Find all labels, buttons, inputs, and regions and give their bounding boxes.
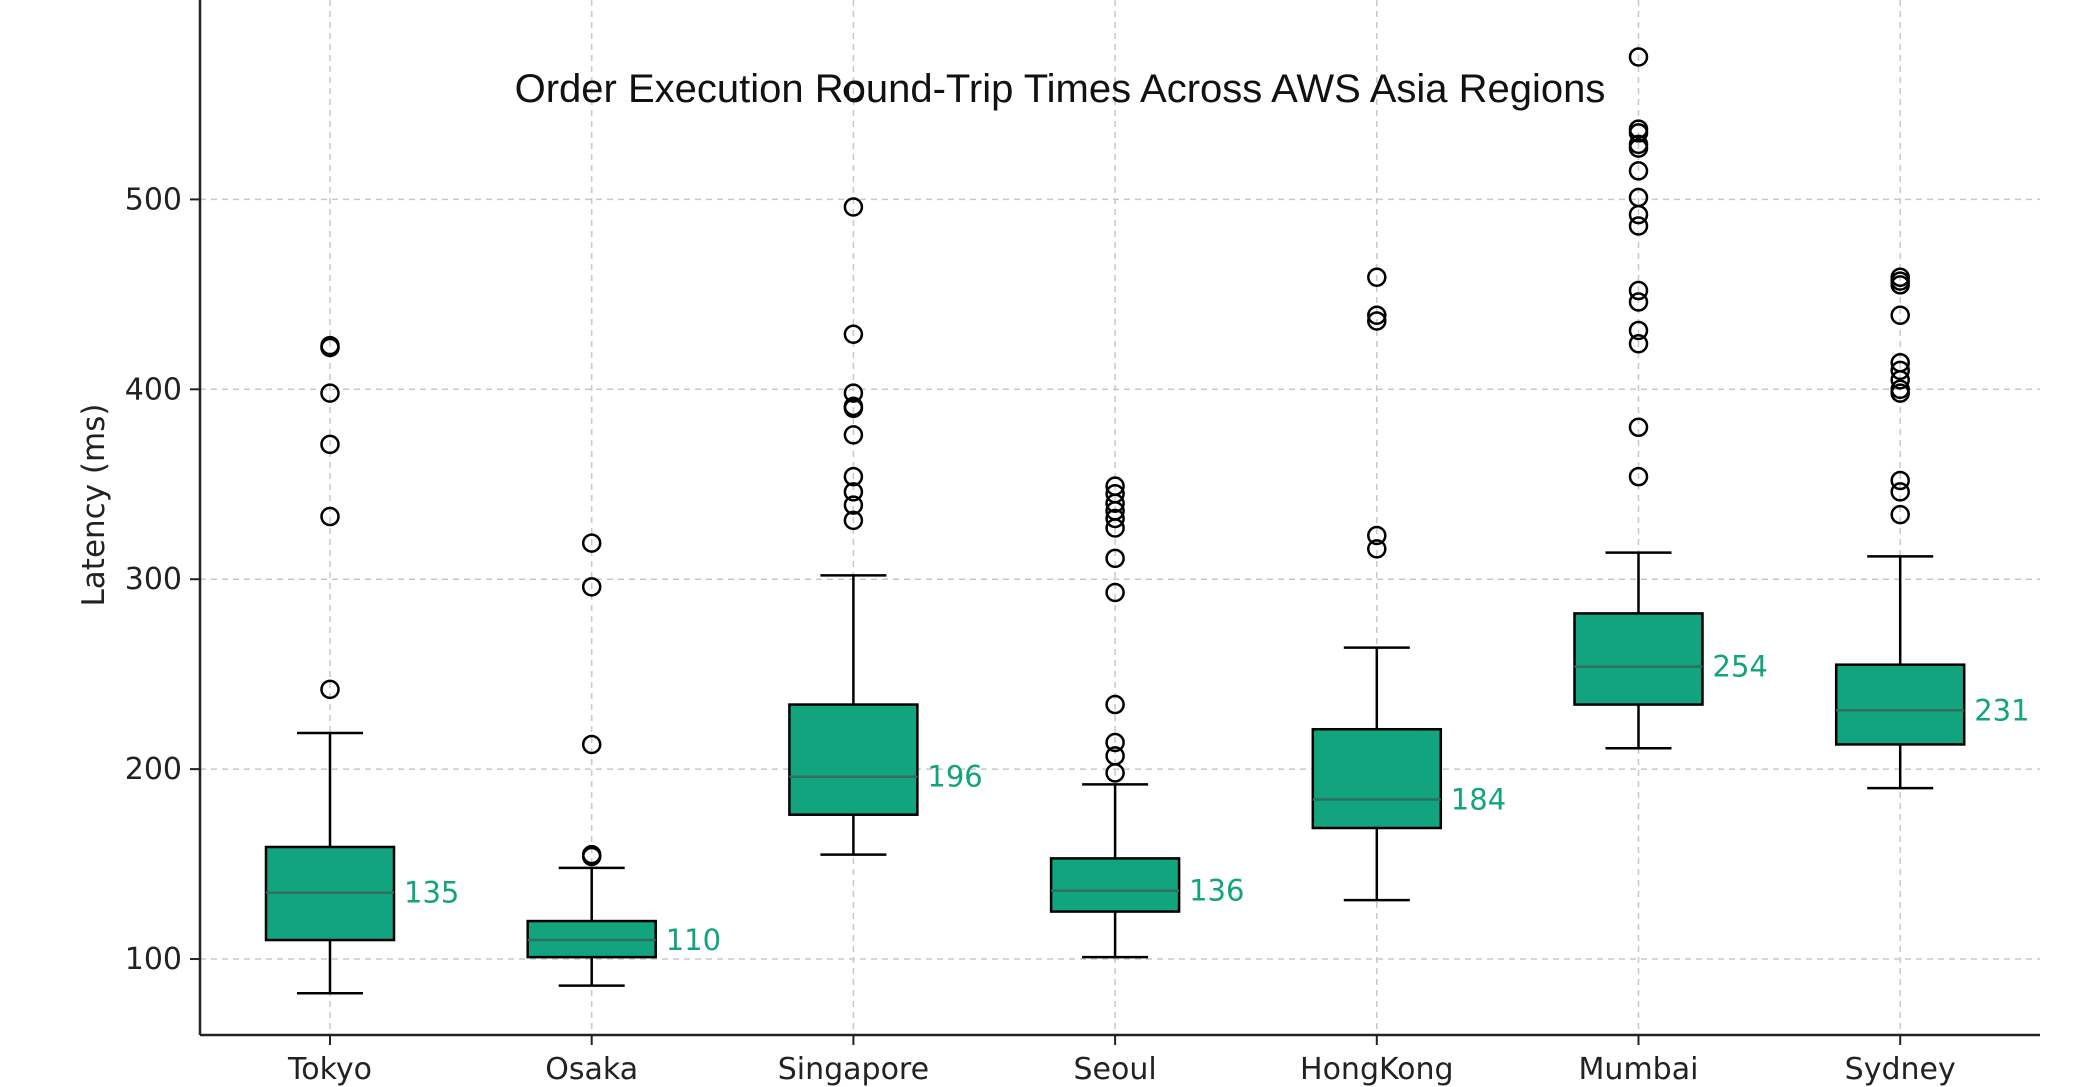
- y-tick-label: 300: [125, 562, 182, 597]
- outlier-point: [843, 425, 864, 445]
- x-tick-label: Singapore: [778, 1052, 929, 1087]
- axis-layer: 100 200 300 400 500 Tokyo Osaka Singapore Seoul H…: [125, 0, 2040, 1087]
- x-tick-label: Tokyo: [287, 1052, 372, 1087]
- outlier-point: [1890, 470, 1910, 491]
- outlier-point: [581, 734, 602, 755]
- outlier-point: [843, 482, 864, 502]
- outlier-point: [1890, 379, 1910, 400]
- box-iqr: [1049, 857, 1181, 913]
- outlier-point: [1367, 525, 1387, 546]
- x-tick-label: HongKong: [1300, 1052, 1454, 1087]
- outlier-point: [1105, 548, 1125, 569]
- box-seoul: 136: [1049, 476, 1244, 959]
- y-tick-label: 400: [125, 372, 182, 407]
- y-tick-label: 200: [125, 752, 182, 787]
- box-iqr: [1573, 612, 1704, 706]
- outlier-point: [1628, 333, 1649, 354]
- box-sydney: 231: [1834, 267, 2030, 790]
- outlier-point: [843, 324, 864, 344]
- outlier-point: [320, 679, 340, 700]
- outlier-point: [581, 533, 602, 553]
- outlier-point: [1890, 360, 1910, 381]
- median-label: 110: [666, 923, 721, 957]
- box-osaka: 110: [526, 533, 721, 987]
- median-label: 136: [1189, 874, 1244, 908]
- outlier-point: [1367, 305, 1387, 325]
- outlier-point: [1628, 320, 1649, 341]
- outlier-point: [1105, 476, 1125, 496]
- outlier-point: [1105, 732, 1125, 753]
- x-tick-label: Sydney: [1845, 1052, 1956, 1087]
- outlier-point: [1890, 504, 1910, 525]
- outlier-point: [320, 383, 340, 403]
- outlier-point: [1105, 694, 1125, 715]
- outlier-point: [843, 197, 864, 217]
- median-label: 135: [404, 876, 459, 910]
- outlier-point: [843, 495, 864, 515]
- outlier-point: [1890, 305, 1910, 325]
- box-hongkong: 184: [1311, 267, 1506, 902]
- x-tick-label: Seoul: [1073, 1052, 1156, 1087]
- outlier-point: [581, 844, 602, 865]
- outlier-point: [1628, 466, 1649, 487]
- box-iqr: [788, 703, 919, 816]
- outlier-point: [1890, 482, 1910, 502]
- outlier-point: [1105, 508, 1125, 529]
- outlier-point: [1628, 119, 1649, 139]
- y-tick-label: 500: [125, 182, 182, 217]
- y-tick-label: 100: [125, 942, 182, 977]
- outlier-point: [320, 506, 340, 527]
- median-label: 254: [1713, 650, 1768, 684]
- outlier-point: [843, 466, 864, 487]
- y-axis-title: Latency (ms): [76, 404, 112, 607]
- outlier-point: [843, 510, 864, 531]
- outlier-point: [320, 434, 340, 455]
- outlier-point: [1105, 746, 1125, 766]
- outlier-point: [843, 383, 864, 403]
- outlier-point: [843, 81, 864, 101]
- outlier-point: [320, 335, 340, 356]
- x-tick-label: Mumbai: [1579, 1052, 1699, 1087]
- x-tick-label: Osaka: [545, 1052, 638, 1087]
- median-label: 231: [1974, 693, 2029, 727]
- box-mumbai: 254: [1573, 47, 1768, 750]
- chart-title: Order Execution Round-Trip Times Across …: [515, 67, 1606, 111]
- outlier-point: [1367, 311, 1387, 331]
- outlier-point: [1628, 417, 1649, 438]
- outlier-point: [1628, 187, 1649, 208]
- median-label: 184: [1451, 783, 1506, 817]
- outlier-point: [581, 577, 602, 597]
- outlier-point: [1367, 267, 1387, 288]
- outlier-point: [1105, 582, 1125, 603]
- box-singapore: 196: [788, 81, 983, 856]
- outlier-point: [1628, 280, 1649, 301]
- box-iqr: [1311, 727, 1443, 830]
- outlier-point: [1628, 47, 1649, 67]
- outlier-point: [1628, 292, 1649, 312]
- outlier-point: [1890, 267, 1910, 288]
- outlier-point: [1890, 352, 1910, 373]
- box-layer: 135 110 196 136 184 254 231: [264, 47, 2030, 995]
- outlier-point: [1628, 134, 1649, 155]
- outlier-point: [1628, 161, 1649, 181]
- box-iqr: [1834, 663, 1966, 746]
- outlier-point: [1105, 484, 1125, 504]
- outlier-point: [843, 396, 864, 417]
- median-label: 196: [927, 760, 982, 794]
- box-tokyo: 135: [264, 335, 459, 995]
- outlier-point: [1628, 216, 1649, 236]
- outlier-point: [1367, 539, 1387, 559]
